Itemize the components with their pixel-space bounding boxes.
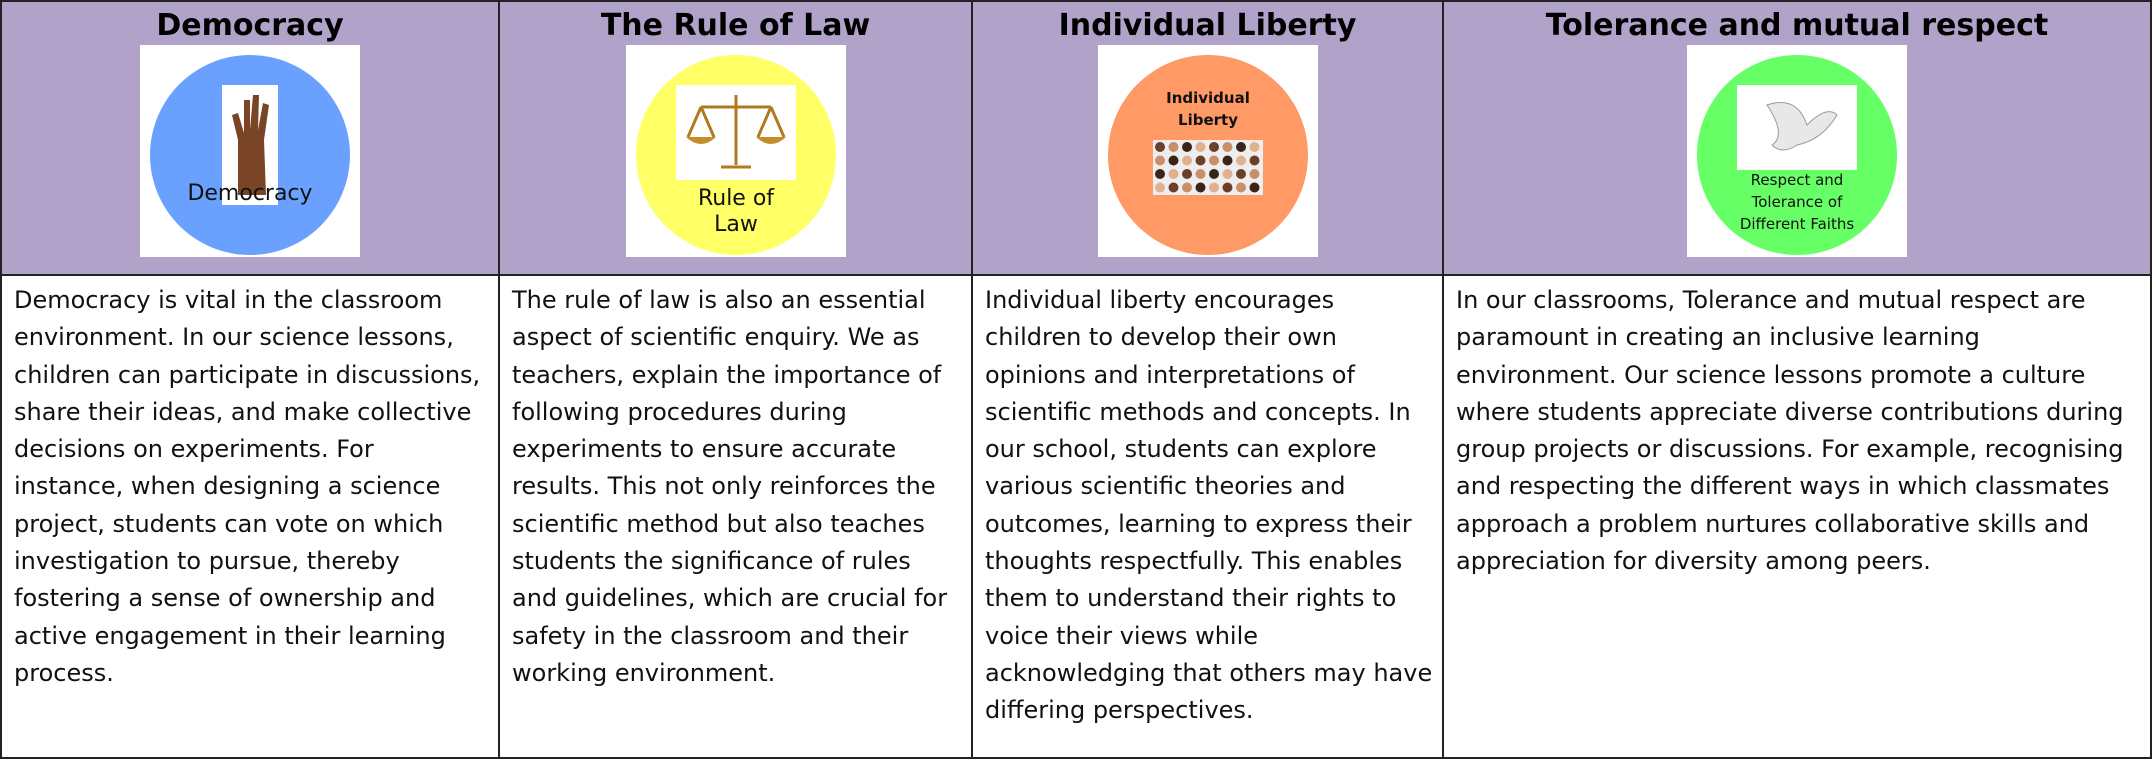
hand	[232, 95, 269, 195]
face	[1235, 155, 1246, 166]
face	[1195, 142, 1205, 152]
face	[1195, 182, 1205, 193]
body-cell: The rule of law is also an essential asp…	[500, 276, 973, 757]
face	[1154, 182, 1165, 193]
header-cell: The Rule of Law Rule of Law	[500, 2, 973, 276]
face	[1208, 142, 1219, 152]
column-text: Democracy is vital in the classroom envi…	[14, 286, 481, 687]
face	[1249, 182, 1259, 193]
face	[1168, 169, 1178, 179]
column-heading: Tolerance and mutual respect	[1545, 8, 2049, 43]
scale	[686, 95, 785, 169]
face	[1235, 182, 1246, 193]
face	[1222, 182, 1232, 193]
face	[1208, 155, 1219, 166]
image-graphic: Respect and Tolerance of Different Faiths	[1697, 55, 1897, 255]
value-image: Respect and Tolerance of Different Faiths	[1687, 45, 1907, 257]
face	[1181, 182, 1192, 193]
face	[1181, 155, 1192, 166]
face	[1235, 169, 1246, 179]
face	[1181, 142, 1192, 152]
body-cell: Individual liberty encourages children t…	[973, 276, 1444, 757]
dove	[1766, 102, 1838, 151]
column-heading: Democracy	[156, 8, 344, 43]
face	[1222, 169, 1232, 179]
face	[1168, 142, 1178, 152]
image-caption: Rule of Law	[697, 186, 774, 237]
image-caption: Individual Liberty	[1166, 89, 1250, 129]
face	[1195, 169, 1205, 179]
face	[1195, 155, 1205, 166]
face	[1249, 142, 1259, 152]
face	[1222, 155, 1232, 166]
face	[1168, 155, 1178, 166]
image-caption: Respect and Tolerance of Different Faiths	[1740, 171, 1855, 233]
header-cell: Democracy Democracy	[2, 2, 500, 276]
image-graphic: Democracy	[150, 55, 350, 255]
face	[1208, 182, 1219, 193]
column-heading: The Rule of Law	[600, 8, 871, 43]
face	[1154, 142, 1165, 152]
value-image: Rule of Law	[625, 45, 846, 257]
column-text: Individual liberty encourages children t…	[985, 286, 1433, 725]
face	[1249, 169, 1259, 179]
image-caption: Democracy	[187, 181, 312, 206]
face	[1154, 155, 1165, 166]
column-text: In our classrooms, Tolerance and mutual …	[1456, 286, 2124, 576]
value-image: Individual Liberty	[1097, 45, 1318, 257]
image-graphic: Rule of Law	[635, 55, 836, 255]
face	[1154, 169, 1165, 179]
header-cell: Tolerance and mutual respect Respect and T…	[1444, 2, 2150, 276]
face	[1235, 142, 1246, 152]
face	[1168, 182, 1178, 193]
face	[1181, 169, 1192, 179]
pan	[685, 137, 786, 144]
face	[1222, 142, 1232, 152]
face	[1208, 169, 1219, 179]
value-image: Democracy	[140, 45, 360, 257]
image-graphic: Individual Liberty	[1107, 55, 1308, 255]
column-heading: Individual Liberty	[1058, 8, 1357, 43]
column-text: The rule of law is also an essential asp…	[512, 286, 948, 687]
body-cell: In our classrooms, Tolerance and mutual …	[1444, 276, 2150, 757]
face	[1249, 155, 1259, 166]
body-cell: Democracy is vital in the classroom envi…	[2, 276, 500, 757]
header-cell: Individual Liberty Individual Liberty	[973, 2, 1444, 276]
